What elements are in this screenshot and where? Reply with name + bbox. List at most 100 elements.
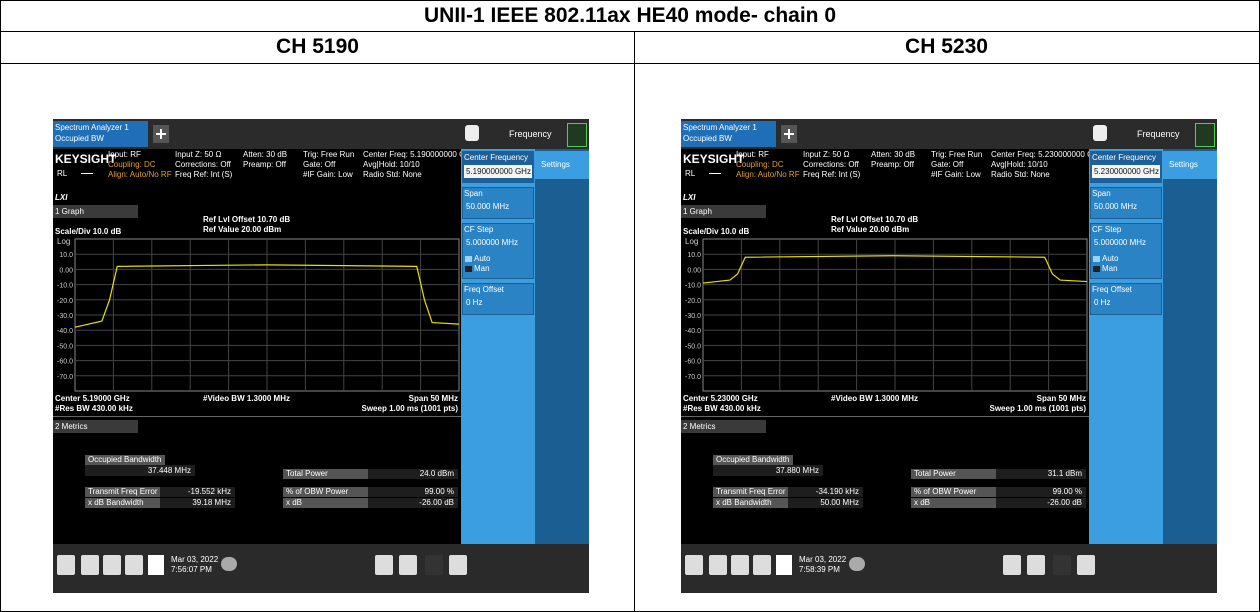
info-text: Input: RF bbox=[108, 150, 141, 159]
obw-label: Occupied Bandwidth bbox=[716, 455, 790, 464]
status-icon bbox=[1195, 123, 1215, 147]
metric-label-box bbox=[911, 487, 996, 497]
scale-label: Scale/Div 10.0 dB bbox=[55, 227, 122, 236]
metric-label: Transmit Freq Error bbox=[88, 487, 158, 496]
info-text: Align: Auto/No RF bbox=[736, 170, 800, 179]
man-label: Man bbox=[1102, 264, 1118, 273]
rbw-label: #Res BW 430.00 kHz bbox=[55, 404, 133, 413]
y-tick-label: -20.0 bbox=[57, 298, 73, 305]
taskbar-icon bbox=[685, 555, 703, 575]
title: UNII-1 IEEE 802.11ax HE40 mode- chain 0 bbox=[423, 4, 837, 27]
info-text: Gate: Off bbox=[931, 160, 964, 169]
sweep-label: Sweep 1.00 ms (1001 pts) bbox=[989, 404, 1087, 413]
metric-value: 24.0 dBm bbox=[419, 469, 454, 478]
graph-menu bbox=[53, 205, 138, 218]
log-label: Log bbox=[57, 237, 71, 246]
y-tick-label: -70.0 bbox=[57, 374, 73, 381]
y-tick-label: -40.0 bbox=[685, 328, 701, 335]
info-text: #IF Gain: Low bbox=[931, 170, 981, 179]
side-item bbox=[462, 223, 534, 279]
y-tick-label: 0.00 bbox=[687, 267, 701, 274]
metric-value: -26.00 dB bbox=[419, 498, 454, 507]
taskbar-icon bbox=[1003, 555, 1021, 575]
screen-tab bbox=[681, 121, 776, 147]
heading: CH 5230 bbox=[905, 35, 988, 58]
center-label: Center 5.19000 GHz bbox=[55, 394, 130, 403]
brand: KEYSIGHT bbox=[683, 152, 745, 166]
ref-offset: Ref Lvl Offset 10.70 dB bbox=[831, 215, 919, 224]
menu-label: Frequency bbox=[1137, 129, 1180, 139]
metric-value: -19.552 kHz bbox=[187, 487, 231, 496]
help-icon bbox=[776, 555, 792, 575]
lxi-label: LXI bbox=[683, 193, 696, 202]
metric-label: % of OBW Power bbox=[914, 487, 977, 496]
side-tabs bbox=[1163, 149, 1217, 544]
metric-label-box bbox=[283, 469, 368, 479]
graph-menu-label: 1 Graph bbox=[683, 207, 712, 216]
metric-label: x dB bbox=[914, 498, 931, 507]
settings-label: Settings bbox=[1169, 160, 1198, 169]
side-item-label: CF Step bbox=[464, 225, 494, 234]
info-text: Corrections: Off bbox=[175, 160, 231, 169]
y-tick-label: -40.0 bbox=[57, 328, 73, 335]
metric-label: Transmit Freq Error bbox=[716, 487, 786, 496]
taskbar-icon bbox=[709, 555, 727, 575]
time: 7:56:07 PM bbox=[171, 565, 212, 574]
metric-value: 31.1 dBm bbox=[1047, 469, 1082, 478]
sweep-label: Sweep 1.00 ms (1001 pts) bbox=[361, 404, 459, 413]
span-label: Span 50 MHz bbox=[1036, 394, 1086, 403]
info-text: Preamp: Off bbox=[243, 160, 286, 169]
info-text: Avg|Hold: 10/10 bbox=[991, 160, 1048, 169]
side-item-value: 0 Hz bbox=[1094, 298, 1111, 307]
rl-arrow bbox=[81, 173, 93, 174]
plus-v bbox=[788, 129, 790, 139]
taskbar-icon bbox=[449, 555, 467, 575]
gear-icon bbox=[1093, 125, 1107, 141]
log-label: Log bbox=[685, 237, 699, 246]
y-tick-label: -70.0 bbox=[685, 374, 701, 381]
side-item-label: Freq Offset bbox=[464, 285, 504, 294]
metric-value-box bbox=[996, 469, 1086, 479]
info-text: #IF Gain: Low bbox=[303, 170, 353, 179]
side-item-label: Span bbox=[1092, 189, 1111, 198]
metrics-menu bbox=[681, 420, 766, 433]
cf-value-box bbox=[464, 165, 532, 178]
metric-value-box bbox=[368, 487, 458, 497]
date: Mar 03, 2022 bbox=[799, 555, 847, 564]
date: Mar 03, 2022 bbox=[171, 555, 219, 564]
info-text: Freq Ref: Int (S) bbox=[803, 170, 861, 179]
y-tick-label: -50.0 bbox=[685, 343, 701, 350]
settings-label: Settings bbox=[541, 160, 570, 169]
settings-tab bbox=[1163, 151, 1217, 179]
info-text: Input Z: 50 Ω bbox=[175, 150, 222, 159]
man-label: Man bbox=[474, 264, 490, 273]
obw-label: Occupied Bandwidth bbox=[88, 455, 162, 464]
info-text: Input Z: 50 Ω bbox=[803, 150, 850, 159]
brand: KEYSIGHT bbox=[55, 152, 117, 166]
info-text: Atten: 30 dB bbox=[243, 150, 288, 159]
y-tick-label: 10.0 bbox=[59, 252, 73, 259]
side-item-label: Freq Offset bbox=[1092, 285, 1132, 294]
y-tick-label: -30.0 bbox=[57, 313, 73, 320]
cf-label: Center Frequency bbox=[464, 153, 529, 162]
settings-tab bbox=[535, 151, 589, 179]
taskbar-icon bbox=[1027, 555, 1045, 575]
metric-label-box bbox=[911, 498, 996, 508]
metric-value: 99.00 % bbox=[424, 487, 454, 496]
metric-value: 50.00 MHz bbox=[820, 498, 859, 507]
metric-label-box bbox=[283, 487, 368, 497]
chat-icon bbox=[221, 557, 237, 571]
row-divider bbox=[1, 63, 1259, 64]
auto-indicator bbox=[465, 256, 472, 262]
menu-label: Frequency bbox=[509, 129, 552, 139]
metrics-menu-label: 2 Metrics bbox=[55, 422, 88, 431]
metric-value-box bbox=[368, 498, 458, 508]
tab-mode: Occupied BW bbox=[683, 134, 732, 143]
info-text: Atten: 30 dB bbox=[871, 150, 916, 159]
tab-mode: Occupied BW bbox=[55, 134, 104, 143]
cf-label: Center Frequency bbox=[1092, 153, 1157, 162]
analyzer-screenshot: Spectrum Analyzer 1 Occupied BW Frequency K… bbox=[53, 119, 589, 593]
spectrum-plot: 10.0 0.00 -10.0 -20.0 -30.0 -40.0 -50.0 -60.0 -7… bbox=[685, 238, 1088, 392]
cf-value: 5.190000000 GHz bbox=[466, 167, 531, 176]
obw-value-box bbox=[713, 465, 823, 476]
